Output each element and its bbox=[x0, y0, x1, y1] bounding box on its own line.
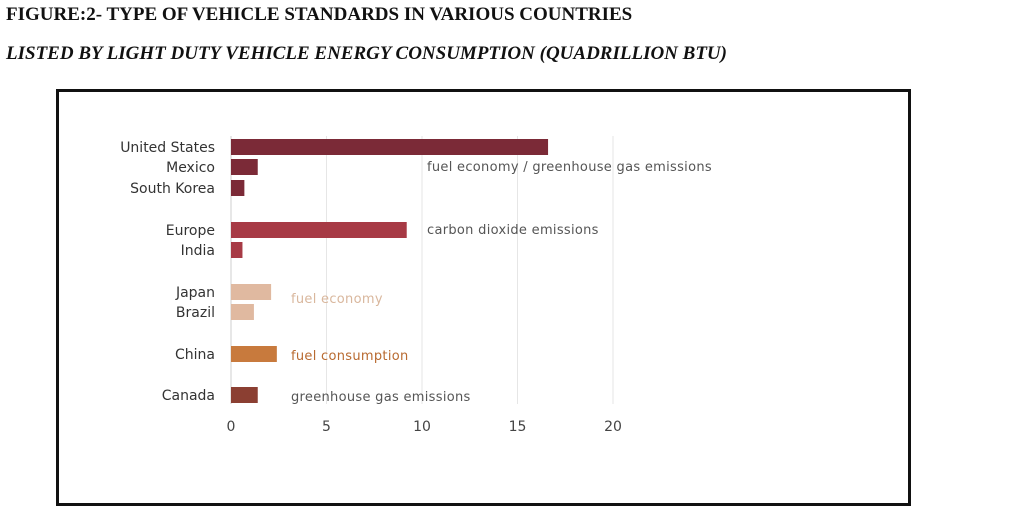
bar-united-states bbox=[231, 139, 549, 155]
bar-japan bbox=[231, 284, 272, 300]
category-label-brazil: Brazil bbox=[176, 305, 215, 321]
bar-mexico bbox=[231, 159, 258, 175]
group-label-fuel-consumption: fuel consumption bbox=[291, 349, 409, 364]
group-label-carbon-dioxide-emissions: carbon dioxide emissions bbox=[427, 223, 599, 238]
group-label-greenhouse-gas-emissions: greenhouse gas emissions bbox=[291, 390, 471, 405]
x-tick-label-0: 0 bbox=[227, 419, 236, 435]
x-tick-label-10: 10 bbox=[413, 419, 431, 435]
bar-europe bbox=[231, 222, 407, 238]
category-label-mexico: Mexico bbox=[166, 160, 215, 176]
bar-south-korea bbox=[231, 180, 245, 196]
category-label-china: China bbox=[175, 347, 215, 363]
category-label-united-states: United States bbox=[120, 140, 215, 156]
x-tick-label-5: 5 bbox=[322, 419, 331, 435]
category-label-japan: Japan bbox=[175, 285, 215, 301]
figure-subtitle: LISTED BY LIGHT DUTY VEHICLE ENERGY CONS… bbox=[6, 43, 727, 64]
bar-chart: United States Mexico South Korea Europe Indi… bbox=[120, 136, 712, 435]
bar-china bbox=[231, 346, 277, 362]
bar-canada bbox=[231, 387, 258, 403]
figure-title: FIGURE:2- TYPE OF VEHICLE STANDARDS IN V… bbox=[6, 4, 633, 25]
group-label-fuel-economy: fuel economy bbox=[291, 292, 383, 307]
chart-frame: United States Mexico South Korea Europe Indi… bbox=[56, 89, 911, 506]
category-label-south-korea: South Korea bbox=[130, 181, 215, 197]
category-label-india: India bbox=[181, 243, 215, 259]
category-label-europe: Europe bbox=[166, 223, 215, 239]
x-tick-label-15: 15 bbox=[509, 419, 527, 435]
bar-india bbox=[231, 242, 243, 258]
category-label-canada: Canada bbox=[162, 388, 215, 404]
x-tick-label-20: 20 bbox=[604, 419, 622, 435]
bar-brazil bbox=[231, 304, 254, 320]
group-label-fuel-economy-greenhouse-gas-emissions: fuel economy / greenhouse gas emissions bbox=[427, 160, 712, 175]
